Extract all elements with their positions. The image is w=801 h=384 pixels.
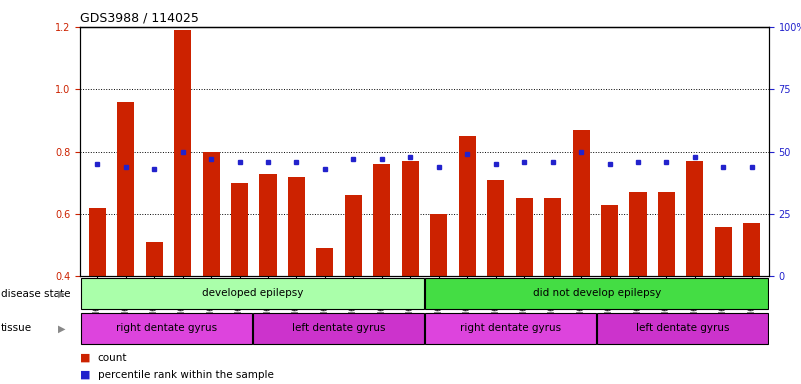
- Text: count: count: [98, 353, 127, 363]
- Bar: [146, 242, 163, 276]
- Bar: [686, 161, 703, 276]
- Text: developed epilepsy: developed epilepsy: [202, 288, 303, 298]
- Bar: [316, 248, 333, 276]
- Text: ■: ■: [80, 370, 91, 380]
- Text: right dentate gyrus: right dentate gyrus: [115, 323, 217, 333]
- Text: ▶: ▶: [58, 289, 65, 299]
- Bar: [714, 227, 732, 276]
- Bar: [117, 102, 135, 276]
- Text: right dentate gyrus: right dentate gyrus: [460, 323, 562, 333]
- Bar: [573, 130, 590, 276]
- Text: GDS3988 / 114025: GDS3988 / 114025: [80, 12, 199, 25]
- Bar: [601, 205, 618, 276]
- Text: tissue: tissue: [1, 323, 32, 333]
- Bar: [459, 136, 476, 276]
- Bar: [487, 180, 505, 276]
- Bar: [288, 177, 305, 276]
- Text: ▶: ▶: [58, 323, 65, 333]
- Bar: [402, 161, 419, 276]
- Text: left dentate gyrus: left dentate gyrus: [292, 323, 385, 333]
- Bar: [373, 164, 390, 276]
- Bar: [203, 152, 219, 276]
- Bar: [544, 199, 562, 276]
- Bar: [630, 192, 646, 276]
- Bar: [430, 214, 447, 276]
- Text: percentile rank within the sample: percentile rank within the sample: [98, 370, 274, 380]
- Bar: [658, 192, 675, 276]
- Bar: [425, 278, 768, 310]
- Bar: [81, 313, 252, 344]
- Bar: [89, 208, 106, 276]
- Bar: [743, 223, 760, 276]
- Text: left dentate gyrus: left dentate gyrus: [636, 323, 730, 333]
- Bar: [598, 313, 768, 344]
- Bar: [81, 278, 424, 310]
- Bar: [425, 313, 596, 344]
- Bar: [516, 199, 533, 276]
- Text: disease state: disease state: [1, 289, 70, 299]
- Bar: [344, 195, 362, 276]
- Bar: [174, 30, 191, 276]
- Text: ■: ■: [80, 353, 91, 363]
- Bar: [253, 313, 424, 344]
- Bar: [260, 174, 276, 276]
- Bar: [231, 183, 248, 276]
- Text: did not develop epilepsy: did not develop epilepsy: [533, 288, 661, 298]
